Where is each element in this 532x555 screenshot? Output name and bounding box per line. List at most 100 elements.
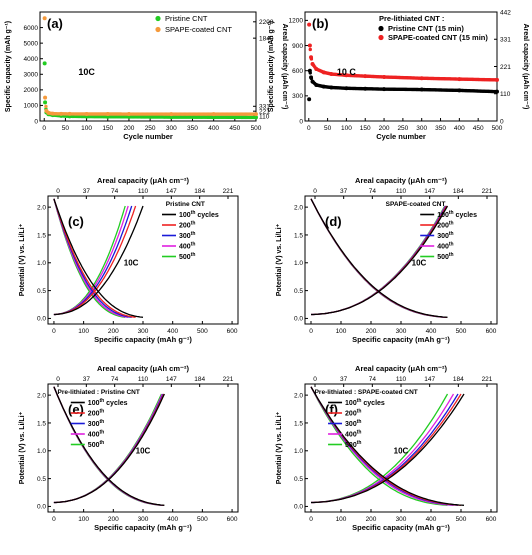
x-tick-label: 600	[227, 516, 238, 523]
y-tick-label: 300	[292, 93, 303, 100]
panel-f: 0 100 200 300 400 500 600 Specific capacity (mA…	[276, 364, 498, 532]
panel-label: (e)	[68, 402, 84, 417]
series-100th	[53, 386, 165, 506]
data-point	[419, 87, 424, 92]
legend-label: 200th	[437, 221, 453, 230]
x-tick-label: 0	[309, 516, 313, 523]
y-tick-label: 1200	[289, 18, 304, 25]
data-point	[321, 70, 326, 75]
data-point	[314, 67, 319, 72]
rate-annotation: 10C	[136, 447, 151, 456]
legend-marker	[155, 15, 161, 22]
panel-e: 0 100 200 300 400 500 600 Specific capacity (mA…	[19, 364, 239, 532]
rate-annotation: 10C	[124, 259, 139, 268]
x-tick-label: 250	[145, 125, 156, 132]
y-tick-label: 2.0	[37, 204, 46, 211]
y-tick-label: 1000	[24, 103, 39, 110]
legend-label: Pristine CNT (15 min)	[388, 24, 464, 33]
x-tick-label: 200	[366, 516, 377, 523]
y2-tick-label: 1840	[259, 35, 274, 42]
legend-marker	[378, 25, 384, 32]
data-point	[169, 112, 174, 117]
data-point	[126, 112, 131, 117]
y-tick-label: 2.0	[37, 392, 46, 399]
y-tick-label: 1.0	[294, 260, 303, 267]
data-point	[59, 111, 64, 116]
x-tick-label: 150	[360, 125, 371, 132]
x2-tick-label: 221	[482, 376, 493, 383]
x2-axis-label: Areal capacity (μAh cm⁻²)	[355, 364, 447, 373]
x-axis-label: Cycle number	[376, 132, 426, 141]
x2-axis-label: Areal capacity (μAh cm⁻²)	[97, 364, 189, 373]
x-tick-label: 50	[324, 125, 332, 132]
x2-tick-label: 147	[424, 376, 435, 383]
y2-tick-label: 0	[500, 118, 504, 125]
x-axis-label: Specific capacity (mAh g⁻¹)	[94, 523, 192, 532]
y-tick-label: 5000	[24, 40, 39, 47]
x-axis-label: Specific capacity (mAh g⁻¹)	[352, 523, 450, 532]
legend-title: Pre-lithiated CNT :	[379, 14, 444, 23]
x-tick-label: 350	[435, 125, 446, 132]
data-point	[254, 112, 258, 117]
x-tick-label: 500	[197, 516, 208, 523]
plot-frame	[39, 11, 257, 122]
x-tick-label: 200	[124, 125, 135, 132]
data-point	[42, 61, 47, 66]
y2-tick-label: 442	[500, 9, 511, 16]
x2-tick-label: 74	[111, 188, 119, 195]
y-tick-label: 0	[299, 118, 303, 125]
legend-title: Pristine CNT	[166, 201, 205, 208]
legend-label: 400th	[88, 430, 104, 439]
data-point	[126, 114, 131, 119]
x-tick-label: 500	[492, 125, 503, 132]
data-point	[310, 61, 315, 66]
series-spape-coated-cnt-15-min-	[307, 22, 499, 82]
x2-tick-label: 0	[56, 188, 60, 195]
x-tick-label: 0	[42, 125, 46, 132]
x-tick-label: 400	[426, 516, 437, 523]
x-tick-label: 500	[197, 328, 208, 335]
x2-tick-label: 74	[111, 376, 119, 383]
x-tick-label: 300	[396, 516, 407, 523]
data-point	[307, 43, 312, 48]
x2-tick-label: 37	[340, 376, 348, 383]
y2-axis-label: Areal capacity (μAh cm⁻²)	[522, 24, 529, 110]
data-point	[382, 74, 387, 79]
data-point	[310, 79, 315, 84]
x-tick-label: 150	[102, 125, 113, 132]
x2-tick-label: 0	[313, 188, 317, 195]
legend-label: 100th cycles	[345, 398, 385, 407]
data-point	[457, 77, 462, 82]
legend: Pre-lithiated : Pristine CNT 100th cycles…	[58, 389, 140, 449]
panel-d: 0 100 200 300 400 500 600 Specific capacity (mA…	[276, 176, 498, 344]
x-tick-label: 400	[167, 328, 178, 335]
charge-curve	[311, 205, 449, 316]
y-tick-label: 0.0	[294, 504, 303, 511]
legend-label: 500th	[179, 252, 195, 261]
legend-label: 200th	[345, 409, 361, 418]
data-point	[419, 76, 424, 81]
y-tick-label: 6000	[24, 25, 39, 32]
x-tick-label: 0	[307, 125, 311, 132]
y-tick-label: 0.0	[294, 316, 303, 323]
x-tick-label: 300	[166, 125, 177, 132]
x-tick-label: 500	[456, 516, 467, 523]
x-tick-label: 100	[81, 125, 92, 132]
data-point	[105, 111, 110, 116]
charge-curve	[311, 393, 465, 504]
y-tick-label: 0	[34, 118, 38, 125]
charge-curve	[53, 205, 144, 316]
x-tick-label: 500	[251, 125, 262, 132]
data-point	[307, 68, 312, 73]
x-axis-label: Specific capacity (mAh g⁻¹)	[352, 335, 450, 344]
x-tick-label: 300	[138, 516, 149, 523]
x2-tick-label: 0	[313, 376, 317, 383]
series-pristine-cnt	[42, 61, 258, 120]
data-point	[344, 86, 349, 91]
x-tick-label: 600	[486, 328, 497, 335]
x-tick-label: 600	[227, 328, 238, 335]
y-tick-label: 0.5	[37, 476, 46, 483]
series-pristine-cnt-15-min-	[307, 68, 499, 102]
y-tick-label: 2.0	[294, 204, 303, 211]
legend: Pre-lithiated CNT :Pristine CNT (15 min)…	[378, 14, 488, 42]
